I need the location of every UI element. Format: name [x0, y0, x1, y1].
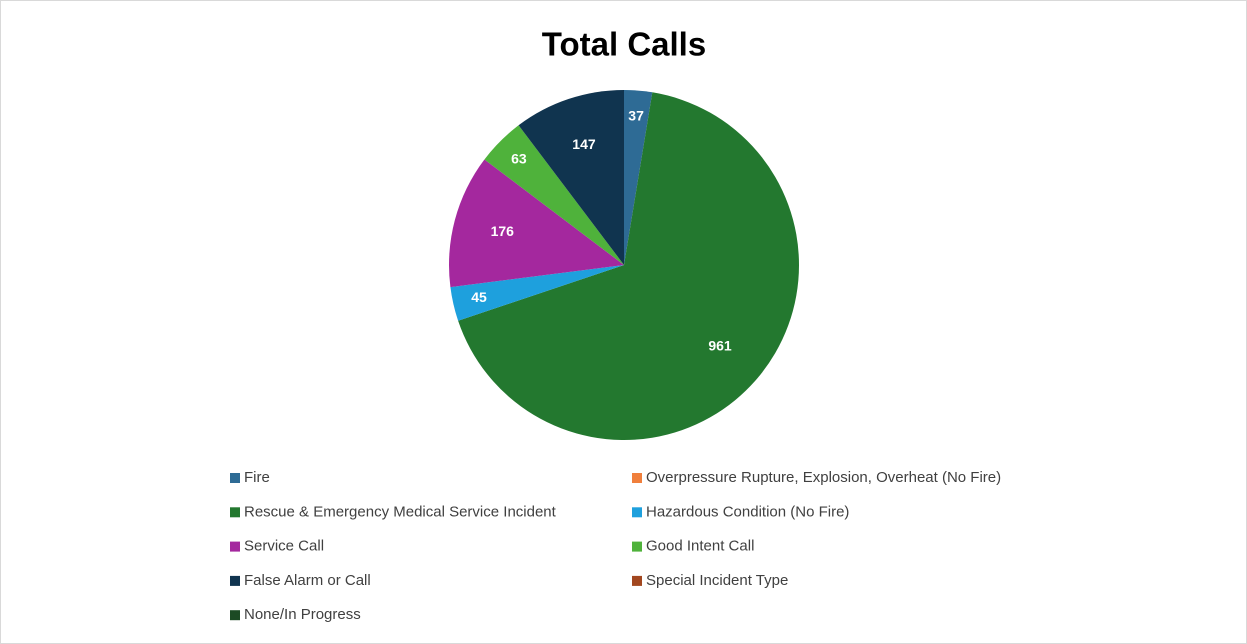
legend-swatch	[230, 507, 240, 518]
legend-swatch	[230, 541, 240, 552]
legend-label: Service Call	[244, 538, 324, 555]
legend-label: None/In Progress	[244, 606, 361, 623]
value-label: 45	[471, 289, 487, 305]
legend-swatch	[230, 473, 240, 483]
chart-title: Total Calls	[542, 26, 706, 63]
legend-label: Good Intent Call	[646, 538, 754, 555]
legend-swatch	[632, 473, 642, 483]
legend-label: Fire	[244, 469, 270, 486]
pie-slice	[458, 92, 799, 440]
value-label: 176	[491, 223, 515, 239]
legend-label: Hazardous Condition (No Fire)	[646, 503, 849, 520]
value-label: 961	[708, 337, 732, 353]
legend-label: Rescue & Emergency Medical Service Incid…	[244, 503, 557, 520]
legend-label: Overpressure Rupture, Explosion, Overhea…	[646, 469, 1001, 486]
legend-swatch	[632, 575, 642, 586]
legend-swatch	[230, 575, 240, 586]
legend-label: Special Incident Type	[646, 572, 788, 589]
pie-slice	[450, 265, 624, 321]
value-label: 63	[511, 150, 527, 166]
pie-slice	[448, 159, 624, 288]
value-label: 147	[572, 136, 596, 152]
pie-slice	[518, 90, 624, 265]
legend-label: False Alarm or Call	[244, 572, 371, 589]
pie-slice	[624, 90, 653, 265]
legend-swatch	[230, 610, 240, 621]
legend-swatch	[632, 507, 642, 518]
pie-slice	[484, 125, 624, 266]
value-label: 37	[628, 107, 644, 123]
legend-swatch	[632, 541, 642, 552]
